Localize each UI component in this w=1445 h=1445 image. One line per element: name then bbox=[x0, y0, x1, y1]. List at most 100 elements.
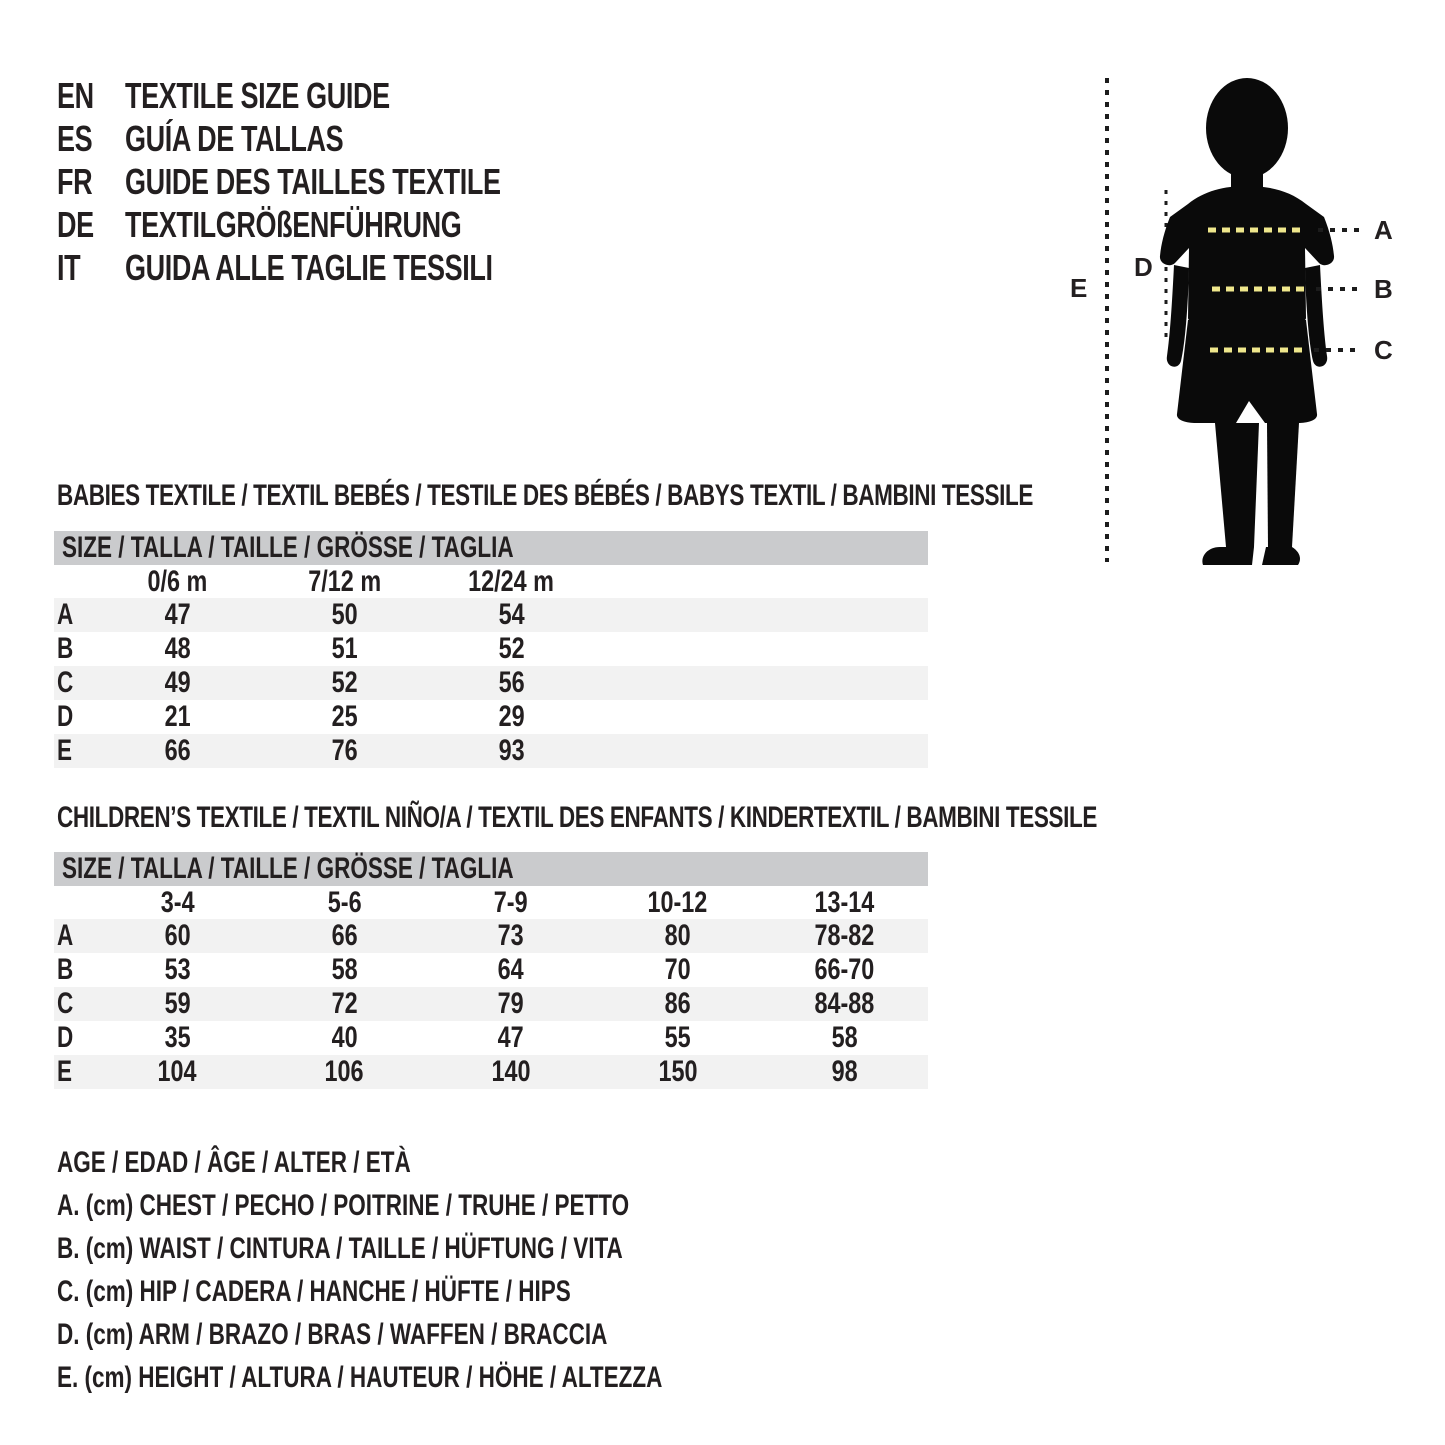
cell-value: 140 bbox=[491, 1055, 531, 1088]
cell-value: 56 bbox=[498, 666, 525, 699]
title-row-de: DE TEXTILGRÖßENFÜHRUNG bbox=[57, 203, 626, 246]
lang-code-de: DE bbox=[57, 203, 94, 245]
figure-label-a: A bbox=[1374, 215, 1393, 245]
cell-value: 66-70 bbox=[814, 953, 875, 986]
cell-value: 54 bbox=[498, 598, 525, 631]
cell-value: 25 bbox=[331, 700, 358, 733]
cell-value: 98 bbox=[831, 1055, 858, 1088]
row-label: A bbox=[57, 598, 74, 631]
row-label: C bbox=[57, 987, 74, 1020]
legend-age: AGE / EDAD / ÂGE / ALTER / ETÀ bbox=[57, 1145, 411, 1179]
children-col-4: 13-14 bbox=[814, 886, 875, 919]
children-col-2: 7-9 bbox=[494, 886, 528, 919]
children-heading-text: CHILDREN’S TEXTILE / TEXTIL NIÑO/A / TEX… bbox=[57, 801, 1098, 834]
lang-code-es: ES bbox=[57, 117, 93, 159]
figure-label-d: D bbox=[1134, 252, 1153, 282]
measurement-legend: AGE / EDAD / ÂGE / ALTER / ETÀ A. (cm) C… bbox=[57, 1141, 864, 1399]
cell-value: 104 bbox=[157, 1055, 197, 1088]
cell-value: 79 bbox=[497, 987, 525, 1020]
lang-code-fr: FR bbox=[57, 160, 93, 202]
children-size-header-bar: SIZE / TALLA / TAILLE / GRÖSSE / TAGLIA bbox=[54, 852, 928, 886]
legend-height: E. (cm) HEIGHT / ALTURA / HAUTEUR / HÖHE… bbox=[57, 1360, 663, 1394]
row-label: B bbox=[57, 632, 74, 665]
cell-value: 64 bbox=[497, 953, 525, 986]
cell-value: 47 bbox=[164, 598, 191, 631]
figure-label-b: B bbox=[1374, 274, 1393, 304]
title-en: TEXTILE SIZE GUIDE bbox=[125, 74, 390, 116]
cell-value: 106 bbox=[324, 1055, 364, 1088]
cell-value: 76 bbox=[331, 734, 358, 767]
children-size-header-text: SIZE / TALLA / TAILLE / GRÖSSE / TAGLIA bbox=[62, 852, 514, 885]
children-row-e: E 104 106 140 150 98 bbox=[54, 1055, 928, 1089]
babies-col-1: 7/12 m bbox=[308, 565, 381, 598]
babies-size-table: SIZE / TALLA / TAILLE / GRÖSSE / TAGLIA … bbox=[54, 531, 928, 768]
cell-value: 47 bbox=[497, 1021, 525, 1054]
children-column-header-row: 3-4 5-6 7-9 10-12 13-14 bbox=[54, 886, 928, 919]
cell-value: 80 bbox=[664, 919, 691, 952]
children-section-heading: CHILDREN’S TEXTILE / TEXTIL NIÑO/A / TEX… bbox=[57, 802, 1444, 834]
children-col-0: 3-4 bbox=[160, 886, 195, 919]
cell-value: 58 bbox=[831, 1021, 858, 1054]
language-title-block: EN TEXTILE SIZE GUIDE ES GUÍA DE TALLAS … bbox=[57, 74, 626, 289]
babies-col-0: 0/6 m bbox=[147, 565, 208, 598]
babies-row-e: E 66 76 93 bbox=[54, 734, 928, 768]
babies-row-c: C 49 52 56 bbox=[54, 666, 928, 700]
cell-value: 150 bbox=[658, 1055, 698, 1088]
babies-row-d: D 21 25 29 bbox=[54, 700, 928, 734]
cell-value: 86 bbox=[664, 987, 691, 1020]
cell-value: 73 bbox=[497, 919, 525, 952]
row-label: E bbox=[57, 734, 73, 767]
row-label: A bbox=[57, 919, 74, 952]
children-col-1: 5-6 bbox=[327, 886, 362, 919]
children-row-b: B 53 58 64 70 66-70 bbox=[54, 953, 928, 987]
child-silhouette-figure: A B C D E bbox=[1070, 78, 1393, 565]
children-col-3: 10-12 bbox=[647, 886, 708, 919]
cell-value: 93 bbox=[498, 734, 525, 767]
title-fr: GUIDE DES TAILLES TEXTILE bbox=[125, 160, 501, 202]
cell-value: 55 bbox=[664, 1021, 691, 1054]
row-label: D bbox=[57, 1021, 74, 1054]
children-size-table: SIZE / TALLA / TAILLE / GRÖSSE / TAGLIA … bbox=[54, 852, 928, 1089]
row-label: D bbox=[57, 700, 74, 733]
babies-col-2: 12/24 m bbox=[468, 565, 555, 598]
children-row-d: D 35 40 47 55 58 bbox=[54, 1021, 928, 1055]
cell-value: 66 bbox=[164, 734, 191, 767]
title-row-en: EN TEXTILE SIZE GUIDE bbox=[57, 74, 626, 117]
babies-row-b: B 48 51 52 bbox=[54, 632, 928, 666]
title-de: TEXTILGRÖßENFÜHRUNG bbox=[125, 203, 462, 245]
cell-value: 51 bbox=[331, 632, 358, 665]
cell-value: 84-88 bbox=[814, 987, 875, 1020]
babies-row-a: A 47 50 54 bbox=[54, 598, 928, 632]
title-it: GUIDA ALLE TAGLIE TESSILI bbox=[125, 246, 493, 288]
cell-value: 52 bbox=[331, 666, 358, 699]
row-label: C bbox=[57, 666, 74, 699]
cell-value: 48 bbox=[164, 632, 191, 665]
cell-value: 49 bbox=[164, 666, 191, 699]
title-row-es: ES GUÍA DE TALLAS bbox=[57, 117, 626, 160]
lang-code-en: EN bbox=[57, 74, 94, 116]
babies-column-header-row: 0/6 m 7/12 m 12/24 m bbox=[54, 565, 928, 598]
cell-value: 40 bbox=[331, 1021, 358, 1054]
lang-code-it: IT bbox=[57, 246, 81, 288]
figure-label-e: E bbox=[1070, 273, 1087, 303]
legend-waist: B. (cm) WAIST / CINTURA / TAILLE / HÜFTU… bbox=[57, 1231, 623, 1265]
cell-value: 78-82 bbox=[814, 919, 875, 952]
children-row-c: C 59 72 79 86 84-88 bbox=[54, 987, 928, 1021]
babies-size-header-text: SIZE / TALLA / TAILLE / GRÖSSE / TAGLIA bbox=[62, 531, 514, 564]
cell-value: 50 bbox=[331, 598, 358, 631]
legend-chest: A. (cm) CHEST / PECHO / POITRINE / TRUHE… bbox=[57, 1188, 630, 1222]
title-row-fr: FR GUIDE DES TAILLES TEXTILE bbox=[57, 160, 626, 203]
child-silhouette bbox=[1159, 78, 1335, 565]
title-row-it: IT GUIDA ALLE TAGLIE TESSILI bbox=[57, 246, 626, 289]
legend-hip: C. (cm) HIP / CADERA / HANCHE / HÜFTE / … bbox=[57, 1274, 571, 1308]
cell-value: 29 bbox=[498, 700, 525, 733]
cell-value: 52 bbox=[498, 632, 525, 665]
legend-arm: D. (cm) ARM / BRAZO / BRAS / WAFFEN / BR… bbox=[57, 1317, 608, 1351]
cell-value: 53 bbox=[164, 953, 191, 986]
babies-section-heading: BABIES TEXTILE / TEXTIL BEBÉS / TESTILE … bbox=[57, 480, 1358, 512]
cell-value: 60 bbox=[164, 919, 191, 952]
cell-value: 59 bbox=[164, 987, 191, 1020]
cell-value: 35 bbox=[164, 1021, 191, 1054]
title-es: GUÍA DE TALLAS bbox=[125, 117, 344, 159]
